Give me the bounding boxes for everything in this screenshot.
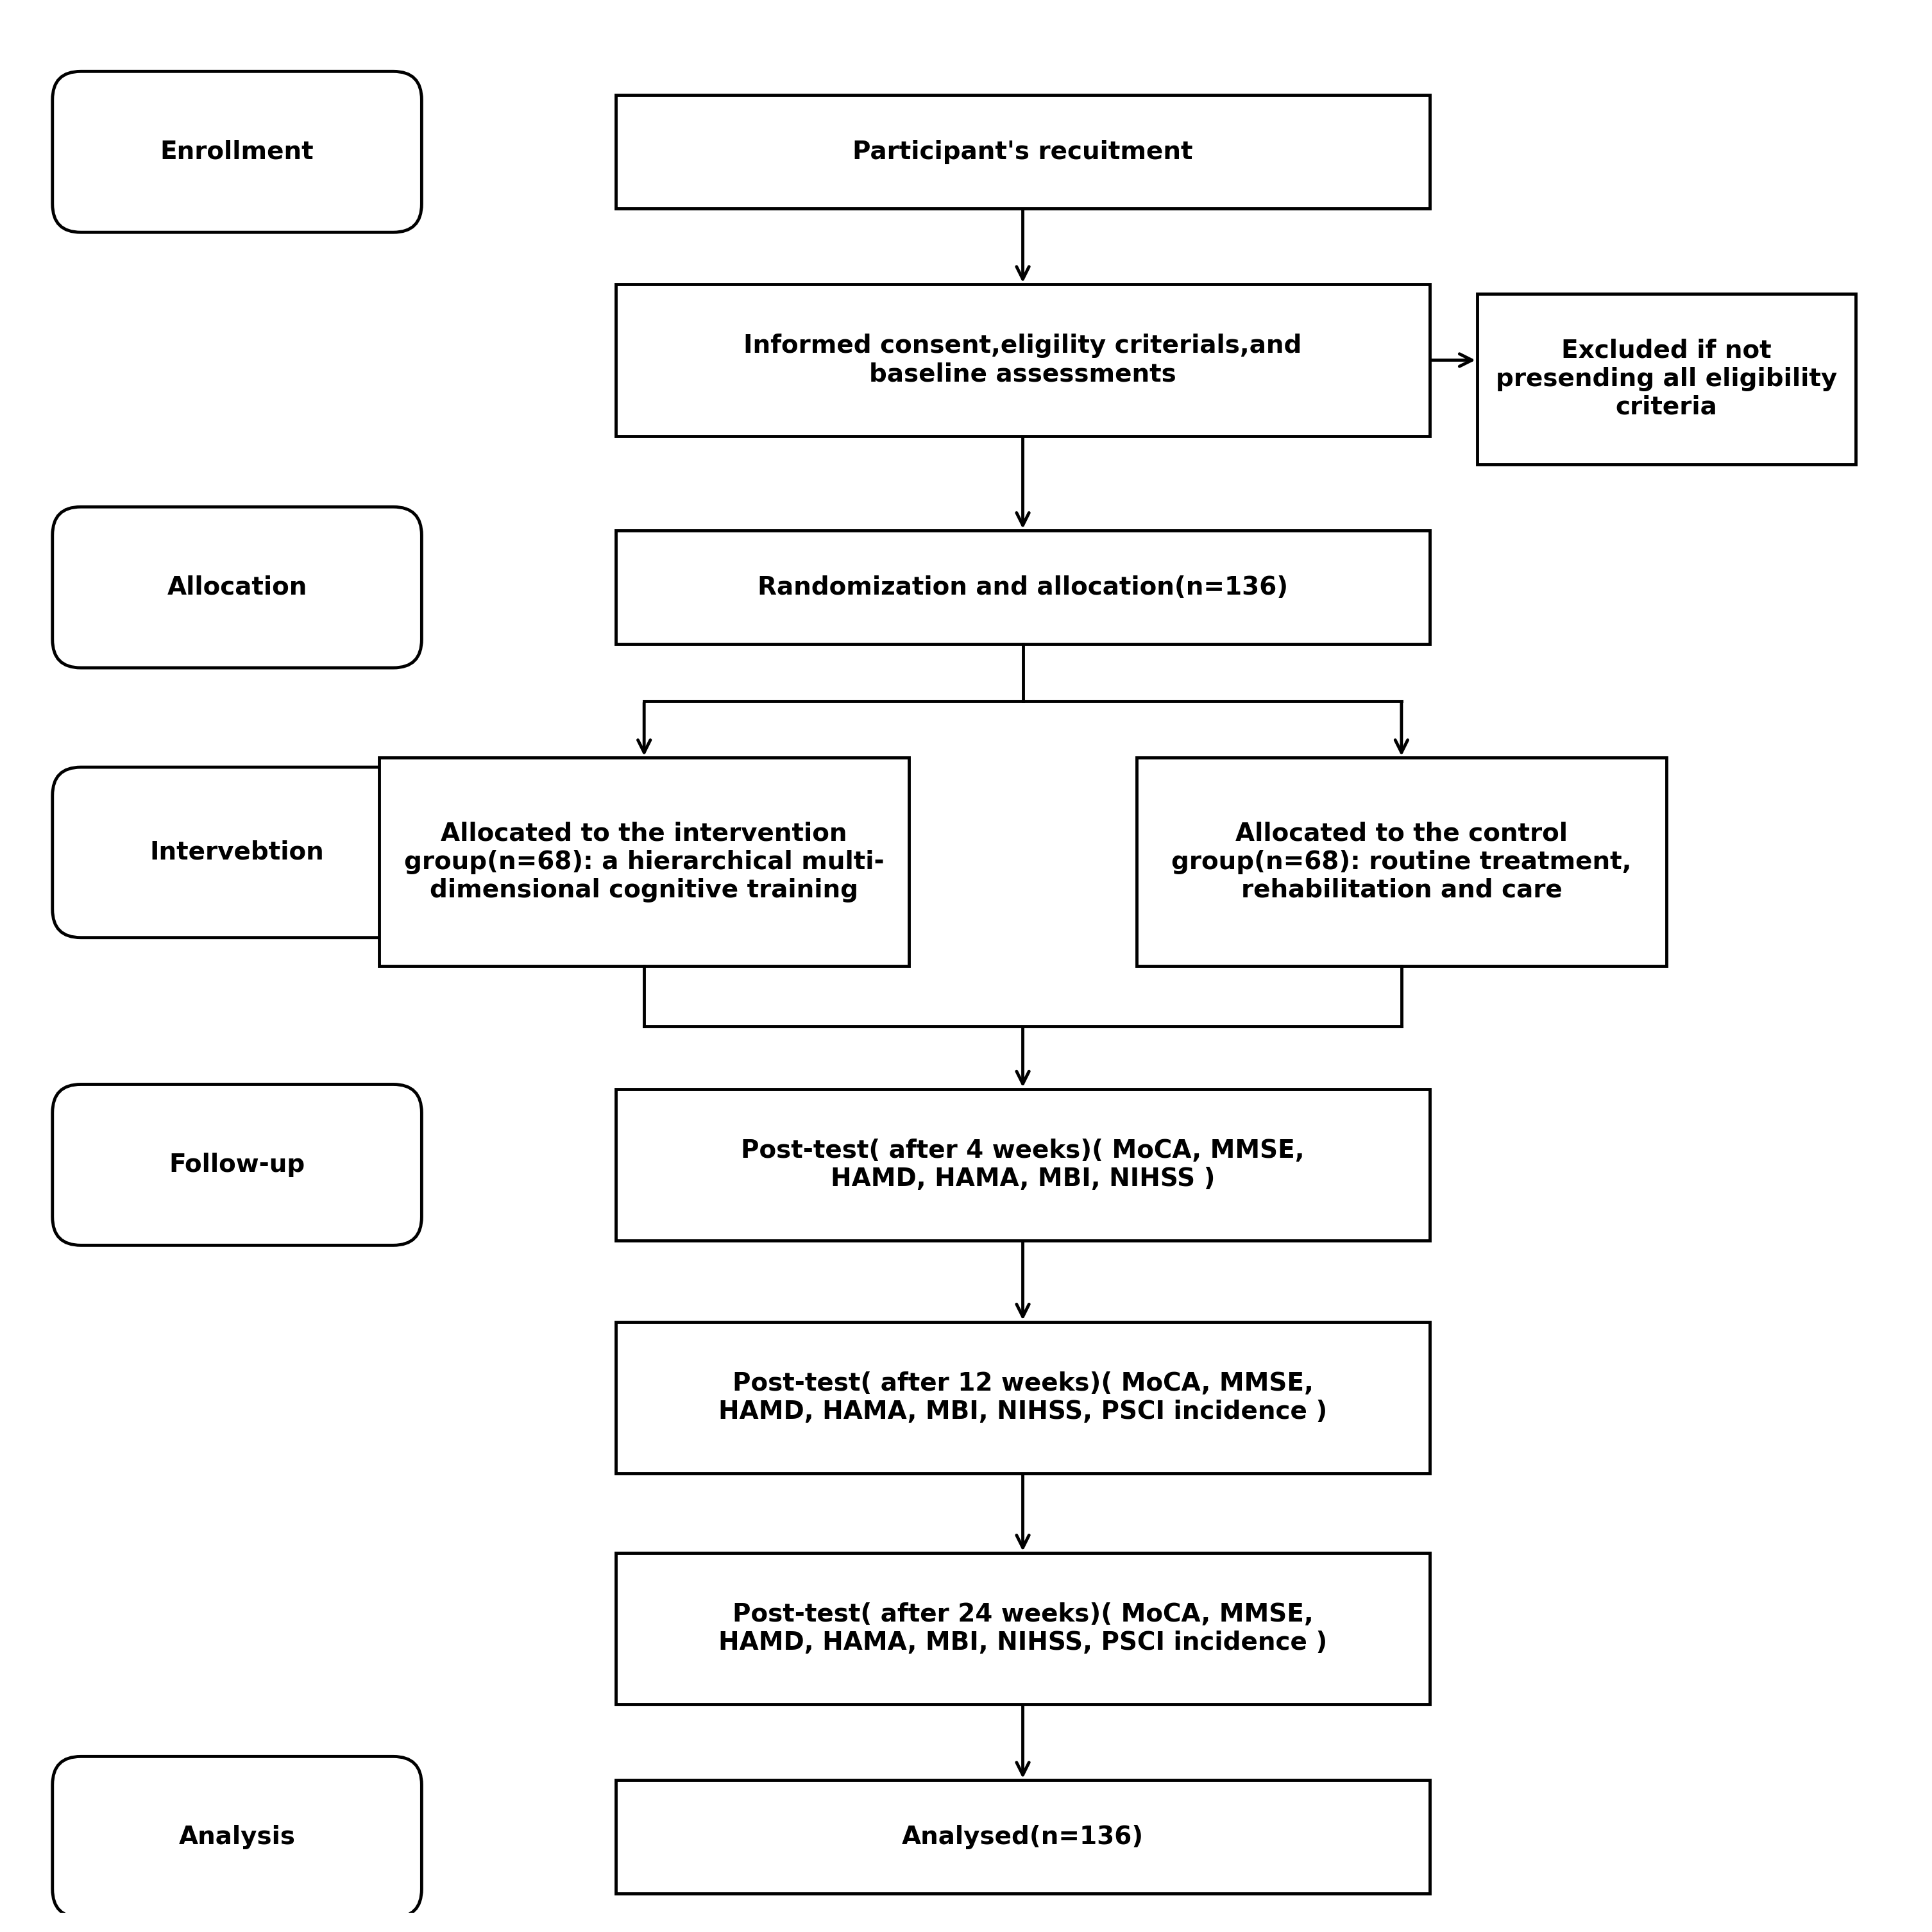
Bar (616, 531, 1430, 643)
Bar (379, 757, 910, 966)
Text: Allocated to the intervention
group(n=68): a hierarchical multi-
dimensional cog: Allocated to the intervention group(n=68… (404, 821, 885, 902)
Text: Analysis: Analysis (178, 1824, 296, 1849)
Bar (1478, 294, 1857, 464)
Bar (616, 95, 1430, 209)
Text: Analysed(n=136): Analysed(n=136) (902, 1824, 1144, 1849)
Text: Post-test( after 12 weeks)( MoCA, MMSE,
HAMD, HAMA, MBI, NIHSS, PSCI incidence ): Post-test( after 12 weeks)( MoCA, MMSE, … (719, 1372, 1327, 1424)
Text: Informed consent,eligility criterials,and
baseline assessments: Informed consent,eligility criterials,an… (744, 334, 1302, 386)
Text: Participant's recuitment: Participant's recuitment (852, 139, 1192, 164)
Bar (616, 284, 1430, 437)
Text: Post-test( after 24 weeks)( MoCA, MMSE,
HAMD, HAMA, MBI, NIHSS, PSCI incidence ): Post-test( after 24 weeks)( MoCA, MMSE, … (719, 1602, 1327, 1656)
Text: Excluded if not
presending all eligibility
criteria: Excluded if not presending all eligibili… (1495, 338, 1837, 419)
Text: Intervebtion: Intervebtion (151, 840, 325, 866)
FancyBboxPatch shape (52, 1756, 421, 1917)
FancyBboxPatch shape (52, 767, 421, 937)
Text: Post-test( after 4 weeks)( MoCA, MMSE,
HAMD, HAMA, MBI, NIHSS ): Post-test( after 4 weeks)( MoCA, MMSE, H… (742, 1138, 1304, 1192)
FancyBboxPatch shape (52, 1084, 421, 1246)
Text: Follow-up: Follow-up (168, 1153, 305, 1177)
Text: Allocation: Allocation (166, 576, 307, 599)
Text: Allocated to the control
group(n=68): routine treatment,
rehabilitation and care: Allocated to the control group(n=68): ro… (1171, 821, 1633, 902)
FancyBboxPatch shape (52, 506, 421, 668)
Bar (616, 1321, 1430, 1474)
Bar (616, 1553, 1430, 1704)
Bar (616, 1090, 1430, 1240)
FancyBboxPatch shape (52, 71, 421, 232)
Bar (1136, 757, 1667, 966)
Bar (616, 1779, 1430, 1893)
Text: Randomization and allocation(n=136): Randomization and allocation(n=136) (757, 576, 1289, 599)
Text: Enrollment: Enrollment (160, 139, 313, 164)
